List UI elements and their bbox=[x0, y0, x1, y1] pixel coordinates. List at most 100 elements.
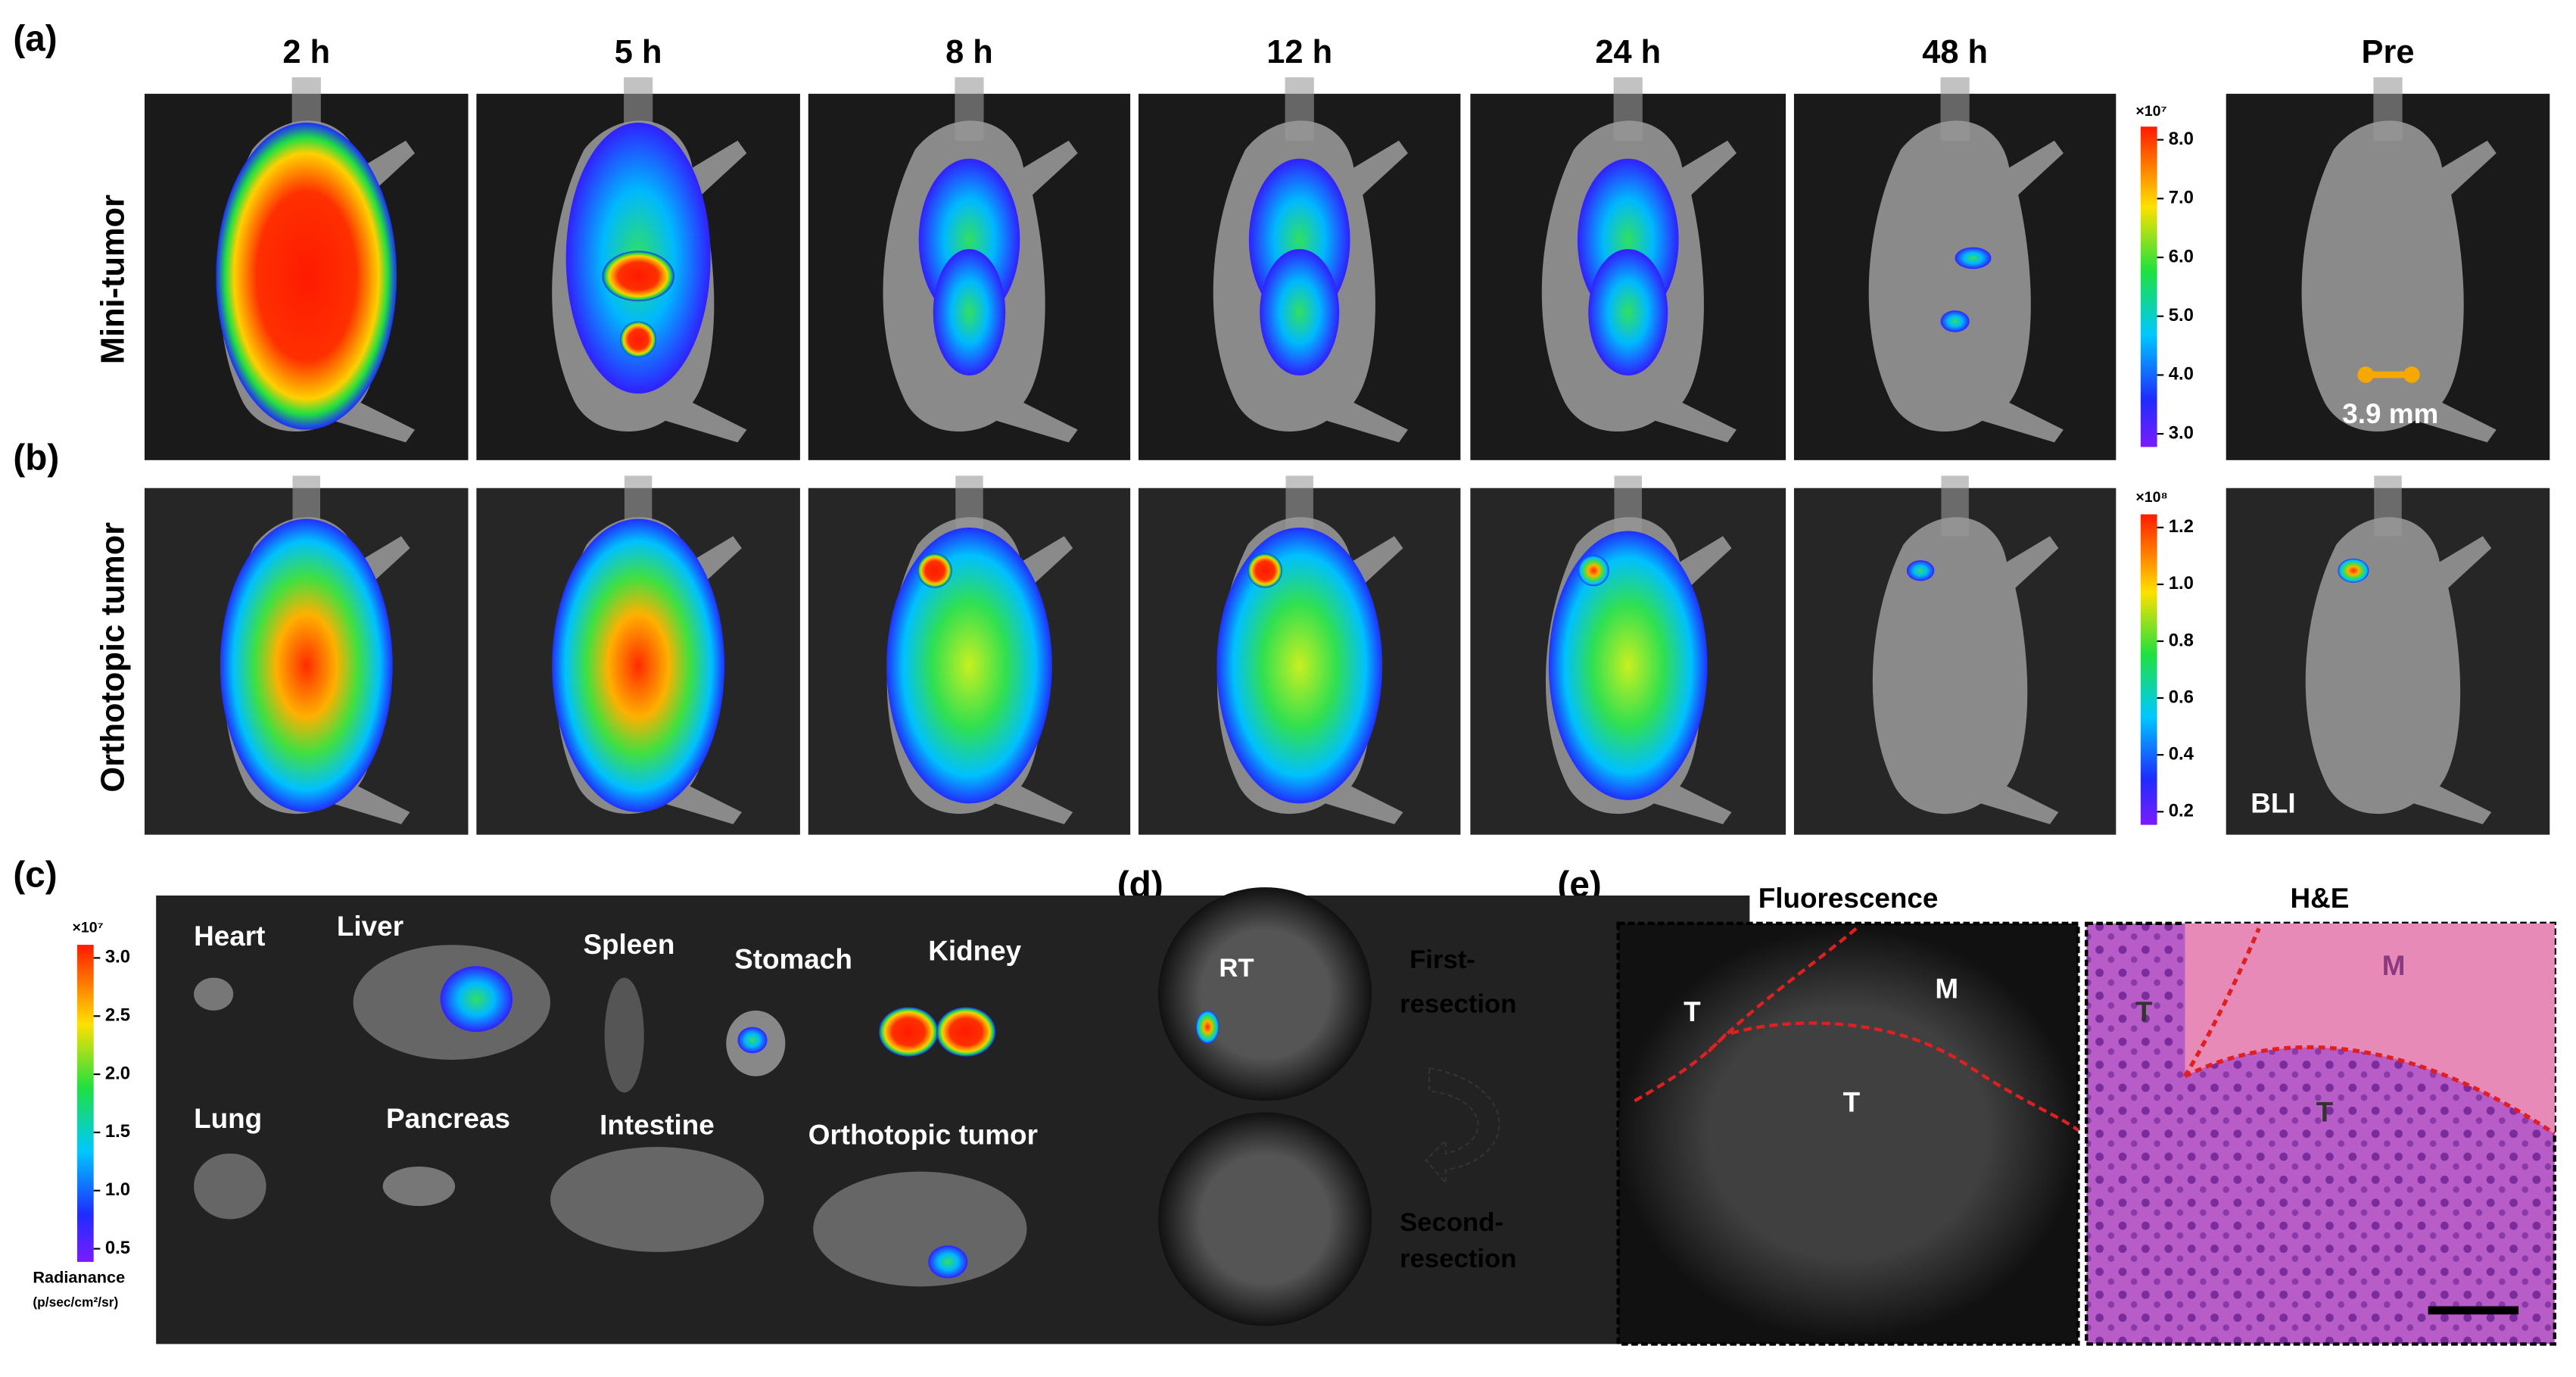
label: 48 h bbox=[1922, 34, 1988, 70]
mouse bbox=[552, 77, 747, 443]
mouse bbox=[883, 77, 1078, 443]
tube bbox=[1940, 77, 1970, 141]
signal bbox=[936, 1007, 996, 1057]
label: 8 h bbox=[945, 34, 993, 70]
label: Fluorescence bbox=[1758, 883, 1939, 914]
label: Stomach bbox=[734, 944, 852, 975]
signal bbox=[886, 527, 1052, 804]
label: BLI bbox=[2250, 787, 2295, 818]
label: 1.2 bbox=[2169, 516, 2194, 537]
label: Pre bbox=[2362, 34, 2415, 70]
mouse bbox=[1545, 475, 1732, 824]
signal bbox=[1248, 553, 1282, 588]
organ bbox=[194, 977, 234, 1011]
label: Kidney bbox=[928, 936, 1021, 967]
label: Orthotopic tumor bbox=[808, 1120, 1038, 1151]
label: resection bbox=[1400, 990, 1516, 1019]
tube bbox=[1285, 77, 1314, 141]
label: (b) bbox=[13, 438, 59, 478]
label: (c) bbox=[13, 855, 57, 896]
label: Pancreas bbox=[386, 1103, 510, 1134]
tube bbox=[955, 77, 984, 141]
signal bbox=[216, 122, 397, 430]
label: (p/sec/cm²/sr) bbox=[33, 1294, 118, 1310]
label: 0.5 bbox=[105, 1238, 130, 1258]
label: ×10⁷ bbox=[72, 920, 103, 936]
colorbar bbox=[2140, 126, 2157, 447]
photo bbox=[1158, 887, 1372, 1101]
colorbar bbox=[77, 945, 94, 1262]
signal bbox=[737, 1027, 768, 1054]
tube bbox=[1941, 475, 1969, 537]
mouse bbox=[216, 77, 415, 443]
organ bbox=[382, 1167, 456, 1207]
label: 4.0 bbox=[2169, 364, 2194, 385]
label: resection bbox=[1400, 1245, 1516, 1273]
signal bbox=[933, 248, 1006, 376]
colorbar bbox=[2140, 514, 2157, 825]
he-muscle bbox=[2185, 923, 2555, 1134]
mouse bbox=[220, 475, 410, 824]
label: 3.0 bbox=[105, 947, 130, 967]
tube bbox=[1614, 475, 1642, 537]
signal bbox=[440, 966, 513, 1033]
label: 3.0 bbox=[2169, 422, 2194, 443]
signal bbox=[1260, 248, 1340, 376]
photo bbox=[1158, 1112, 1372, 1326]
scale-end bbox=[2357, 366, 2375, 383]
label: (a) bbox=[13, 19, 57, 59]
organ bbox=[550, 1147, 765, 1252]
boundary bbox=[2183, 927, 2556, 1136]
label: 2.0 bbox=[105, 1063, 130, 1083]
signal bbox=[1578, 555, 1609, 587]
label: Heart bbox=[194, 921, 265, 952]
label: T bbox=[2135, 996, 2153, 1027]
tube bbox=[1285, 475, 1313, 537]
signal bbox=[1195, 1010, 1219, 1044]
signal bbox=[602, 251, 674, 302]
label: First- bbox=[1409, 946, 1475, 974]
label: 1.0 bbox=[2169, 573, 2194, 593]
label: Mini-tumor bbox=[95, 195, 131, 364]
mouse bbox=[1868, 77, 2064, 443]
mouse bbox=[2305, 475, 2492, 824]
label: 3.9 mm bbox=[2342, 398, 2438, 429]
organ bbox=[813, 1171, 1027, 1287]
tube bbox=[955, 475, 983, 537]
mouse bbox=[2301, 77, 2497, 443]
label: 1.0 bbox=[105, 1179, 130, 1200]
tube bbox=[2374, 475, 2402, 537]
scale-end bbox=[2403, 366, 2420, 383]
label: Second- bbox=[1400, 1208, 1503, 1237]
label: 5 h bbox=[615, 34, 662, 70]
mouse bbox=[552, 475, 742, 824]
arrow bbox=[1425, 1067, 1500, 1185]
signal bbox=[1548, 531, 1708, 800]
label: 0.4 bbox=[2169, 743, 2194, 764]
mouse-body bbox=[2305, 517, 2492, 824]
organ bbox=[194, 1153, 266, 1220]
tube bbox=[2373, 77, 2403, 141]
label: ×10⁸ bbox=[2135, 489, 2167, 506]
label: 1.5 bbox=[105, 1121, 130, 1142]
label: H&E bbox=[2291, 883, 2350, 914]
signal bbox=[620, 321, 657, 358]
mouse bbox=[1541, 77, 1737, 443]
label: Lung bbox=[194, 1103, 262, 1134]
label: 0.8 bbox=[2169, 630, 2194, 650]
label: T bbox=[1843, 1086, 1861, 1117]
mouse-body bbox=[1872, 517, 2059, 824]
label: 8.0 bbox=[2169, 129, 2194, 149]
tube bbox=[1613, 77, 1643, 141]
label: Radianance bbox=[33, 1267, 125, 1286]
label: 6.0 bbox=[2169, 246, 2194, 266]
signal bbox=[1906, 560, 1935, 581]
label: 2.5 bbox=[105, 1005, 130, 1026]
label: Orthotopic tumor bbox=[95, 522, 131, 793]
signal bbox=[879, 1007, 939, 1057]
label: Spleen bbox=[583, 929, 674, 960]
label: 12 h bbox=[1266, 34, 1332, 70]
signal bbox=[552, 519, 725, 812]
label: 7.0 bbox=[2169, 188, 2194, 208]
